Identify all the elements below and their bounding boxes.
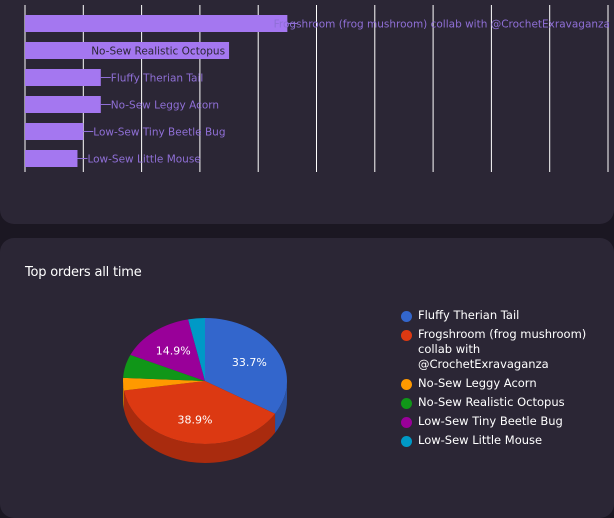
bar-chart: Frogshroom (frog mushroom) collab with @… <box>24 5 610 172</box>
bar-label: No-Sew Leggy Acorn <box>111 100 219 112</box>
legend-swatch <box>401 330 412 341</box>
pie-slice-side <box>123 381 124 410</box>
legend-item[interactable]: Fluffy Therian Tail <box>401 308 611 323</box>
legend-label: Low-Sew Little Mouse <box>418 433 543 447</box>
bar-chart-card: Frogshroom (frog mushroom) collab with @… <box>0 0 614 224</box>
pie-slice <box>123 354 205 381</box>
legend-label: Fluffy Therian Tail <box>418 308 520 322</box>
legend-label: Low-Sew Tiny Beetle Bug <box>418 414 563 428</box>
legend-item[interactable]: No-Sew Leggy Acorn <box>401 376 611 391</box>
pie-depth <box>123 381 287 463</box>
bar <box>25 42 230 59</box>
bar <box>25 96 101 113</box>
legend-item[interactable]: Frogshroom (frog mushroom) collab with @… <box>401 327 611 372</box>
pie-slice <box>205 318 288 414</box>
legend-swatch <box>401 379 412 390</box>
bar-label: Fluffy Therian Tail <box>111 73 204 85</box>
bar <box>25 15 288 32</box>
pie-slice-side <box>123 390 276 463</box>
pie-slice <box>188 318 205 381</box>
legend-label: Frogshroom (frog mushroom) collab with @… <box>418 327 587 371</box>
pie-slice <box>130 319 205 381</box>
pie-chart-title: Top orders all time <box>25 265 142 280</box>
pie-slice <box>123 381 276 444</box>
pie-value-label: 38.9% <box>178 413 213 426</box>
bar-label: Low-Sew Tiny Beetle Bug <box>93 127 225 139</box>
legend-item[interactable]: Low-Sew Tiny Beetle Bug <box>401 414 611 429</box>
legend-swatch <box>401 398 412 409</box>
bar-label: Low-Sew Little Mouse <box>87 154 200 166</box>
legend-item[interactable]: Low-Sew Little Mouse <box>401 433 611 448</box>
pie-slice <box>123 377 205 391</box>
legend-swatch <box>401 436 412 447</box>
bar-label: Frogshroom (frog mushroom) collab with @… <box>274 19 610 31</box>
bar-label: No-Sew Realistic Octopus <box>91 46 225 58</box>
bar <box>25 123 84 140</box>
pie-slice-side <box>275 381 287 433</box>
pie-legend: Fluffy Therian Tail Frogshroom (frog mush… <box>401 308 611 452</box>
pie-value-label: 33.7% <box>232 356 267 369</box>
legend-label: No-Sew Realistic Octopus <box>418 395 565 409</box>
bar <box>25 150 78 167</box>
legend-swatch <box>401 417 412 428</box>
legend-swatch <box>401 311 412 322</box>
bar <box>25 69 101 86</box>
pie-chart-card: Top orders all time 33.7% 38.9% 14.9% Fluf… <box>0 238 614 518</box>
legend-label: No-Sew Leggy Acorn <box>418 376 537 390</box>
pie-value-label: 14.9% <box>156 345 191 358</box>
legend-item[interactable]: No-Sew Realistic Octopus <box>401 395 611 410</box>
pie-chart: 33.7% 38.9% 14.9% <box>123 318 288 463</box>
